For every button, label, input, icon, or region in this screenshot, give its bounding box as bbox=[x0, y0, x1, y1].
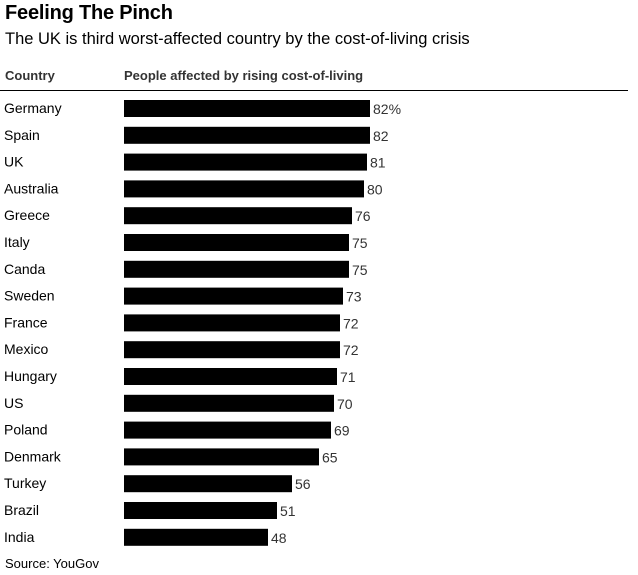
category-label: UK bbox=[4, 154, 24, 170]
bar-france bbox=[124, 314, 340, 332]
chart-subtitle: The UK is third worst-affected country b… bbox=[5, 30, 470, 48]
category-label: Mexico bbox=[4, 341, 49, 357]
category-label: Italy bbox=[4, 234, 30, 250]
country-column-header: Country bbox=[5, 68, 55, 83]
category-label: Spain bbox=[4, 127, 40, 143]
data-label: 72 bbox=[343, 315, 359, 331]
data-label: 72 bbox=[343, 342, 359, 358]
category-label: Sweden bbox=[4, 288, 55, 304]
data-label: 82% bbox=[373, 101, 401, 117]
data-label: 71 bbox=[340, 369, 356, 385]
category-label: Canda bbox=[4, 261, 45, 277]
bar-chart: Germany 82% Spain 82 UK 81 Australia 80 Greece 76… bbox=[4, 100, 401, 546]
bar-australia bbox=[124, 180, 364, 198]
data-label: 76 bbox=[355, 208, 371, 224]
value-column-header: People affected by rising cost-of-living bbox=[124, 68, 364, 83]
data-label: 80 bbox=[367, 181, 383, 197]
data-label: 48 bbox=[271, 530, 287, 546]
bar-denmark bbox=[124, 448, 319, 466]
bar-us bbox=[124, 394, 334, 412]
bar-hungary bbox=[124, 368, 337, 385]
category-label: Brazil bbox=[4, 502, 39, 518]
bar-uk bbox=[124, 153, 367, 171]
category-label: Australia bbox=[4, 180, 59, 196]
bar-canda bbox=[124, 260, 349, 278]
data-label: 75 bbox=[352, 235, 368, 251]
bar-poland bbox=[124, 421, 331, 439]
data-label: 65 bbox=[322, 449, 338, 465]
data-label: 82 bbox=[373, 128, 389, 144]
bar-germany bbox=[124, 100, 370, 117]
category-label: Denmark bbox=[4, 448, 62, 464]
data-label: 56 bbox=[295, 476, 311, 492]
bar-greece bbox=[124, 207, 352, 225]
data-label: 81 bbox=[370, 155, 386, 171]
data-label: 51 bbox=[280, 503, 296, 519]
source-note: Source: YouGov bbox=[5, 556, 99, 571]
category-label: India bbox=[4, 529, 35, 545]
category-label: Germany bbox=[4, 100, 62, 116]
category-label: Turkey bbox=[4, 475, 46, 491]
category-label: US bbox=[4, 395, 23, 411]
bar-brazil bbox=[124, 502, 277, 519]
category-label: Poland bbox=[4, 422, 48, 438]
header-divider bbox=[0, 90, 628, 91]
category-label: France bbox=[4, 314, 48, 330]
bar-mexico bbox=[124, 341, 340, 359]
data-label: 73 bbox=[346, 289, 362, 305]
bar-italy bbox=[124, 234, 349, 251]
category-label: Hungary bbox=[4, 368, 57, 384]
category-label: Greece bbox=[4, 207, 50, 223]
chart-title: Feeling The Pinch bbox=[5, 2, 173, 24]
data-label: 70 bbox=[337, 396, 353, 412]
data-label: 75 bbox=[352, 262, 368, 278]
data-label: 69 bbox=[334, 423, 350, 439]
bar-india bbox=[124, 528, 268, 546]
bar-turkey bbox=[124, 475, 292, 493]
bar-sweden bbox=[124, 287, 343, 305]
bar-spain bbox=[124, 126, 370, 144]
